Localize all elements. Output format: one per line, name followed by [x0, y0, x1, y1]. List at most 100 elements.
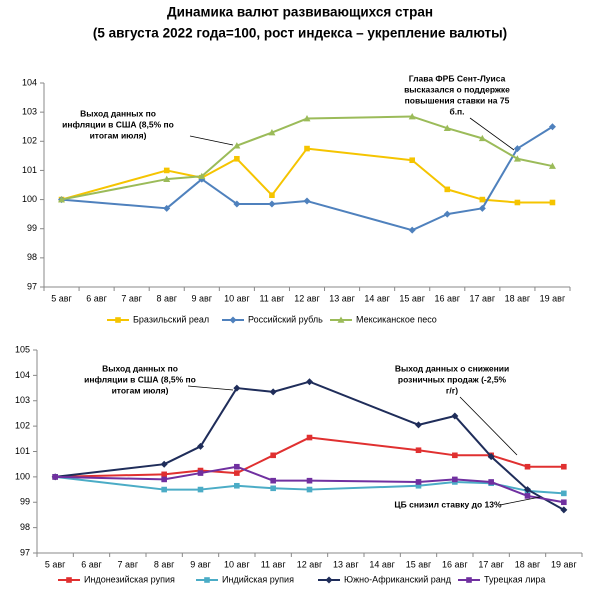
line-segment — [306, 115, 413, 120]
point — [487, 453, 495, 461]
legend-marker — [229, 316, 237, 324]
line-segment — [418, 478, 455, 483]
line-segment — [481, 137, 518, 160]
point — [478, 204, 486, 212]
annotation-leader — [459, 396, 518, 456]
x-tick-label: 13 авг — [329, 293, 355, 303]
point — [443, 124, 451, 131]
line-segment — [236, 387, 274, 393]
y-tick-label: 100 — [15, 471, 30, 481]
line-segment — [446, 127, 483, 140]
line-segment — [516, 125, 553, 150]
y-tick-label: 101 — [15, 446, 30, 456]
point — [561, 463, 567, 470]
line-segment — [236, 465, 274, 482]
annotation: Выход данных о снижении — [395, 363, 509, 373]
point — [560, 506, 568, 514]
x-tick-label: 9 авг — [192, 293, 213, 303]
line-segment — [454, 478, 492, 483]
point — [479, 196, 486, 203]
point — [444, 186, 451, 193]
y-tick-label: 105 — [15, 344, 30, 354]
point — [198, 172, 206, 180]
point — [524, 486, 531, 494]
x-tick-label: 16 авг — [434, 293, 460, 303]
point — [443, 210, 451, 218]
legend-marker — [325, 576, 333, 584]
legend-marker — [204, 577, 210, 583]
point — [304, 145, 310, 152]
y-tick-label: 101 — [22, 165, 37, 175]
point — [270, 477, 276, 484]
legend-label: Южно-Африканский ранд — [344, 574, 452, 584]
point — [488, 479, 494, 485]
line-segment — [163, 472, 201, 481]
y-tick-label: 97 — [20, 547, 30, 557]
line-segment — [309, 479, 419, 483]
line-segment — [55, 475, 165, 491]
y-tick-label: 104 — [15, 370, 30, 380]
line-segment — [411, 115, 448, 130]
point — [270, 485, 276, 492]
legend-marker — [115, 317, 121, 323]
y-tick-label: 98 — [20, 522, 30, 532]
point — [513, 145, 521, 153]
point — [303, 197, 311, 205]
point — [163, 204, 171, 212]
line-segment — [61, 198, 167, 210]
annotation: розничных продаж (-2,5% — [398, 374, 507, 384]
y-tick-label: 104 — [22, 77, 37, 87]
annotation: Глава ФРБ Сент-Луиса — [409, 73, 506, 83]
line-segment — [306, 200, 413, 232]
chart-title: Динамика валют развивающихся стран — [167, 5, 433, 20]
annotation: б.п. — [449, 106, 464, 116]
x-tick-label: 19 авг — [551, 559, 577, 569]
x-tick-label: 12 авг — [294, 293, 320, 303]
point — [415, 479, 422, 485]
point — [513, 155, 521, 162]
line-segment — [490, 454, 528, 468]
x-tick-label: 18 авг — [515, 559, 541, 569]
point — [233, 384, 241, 392]
point — [161, 476, 167, 483]
point — [452, 476, 458, 483]
point — [161, 486, 167, 493]
point — [160, 460, 168, 468]
annotation-leader — [189, 135, 234, 146]
point — [52, 474, 58, 480]
line-segment — [309, 484, 419, 491]
point — [415, 482, 422, 489]
x-tick-label: 14 авг — [369, 559, 395, 569]
annotation: инфляции в США (8,5% по — [84, 374, 196, 384]
annotation: ЦБ снизил ставку до 13% — [394, 499, 502, 509]
y-tick-label: 98 — [27, 252, 37, 262]
x-tick-label: 9 авг — [190, 559, 211, 569]
point — [268, 200, 276, 208]
line-segment — [454, 415, 492, 458]
line-segment — [306, 147, 413, 162]
line-segment — [527, 494, 565, 504]
legend-label: Мексиканское песо — [356, 314, 437, 324]
line-segment — [446, 188, 483, 201]
y-tick-label: 103 — [15, 395, 30, 405]
point — [234, 470, 240, 476]
x-tick-label: 8 авг — [154, 559, 175, 569]
x-tick-label: 16 авг — [442, 559, 468, 569]
annotation-leader — [187, 385, 234, 391]
point — [409, 157, 415, 164]
line-segment — [272, 380, 310, 393]
point — [306, 486, 313, 493]
point — [548, 123, 556, 131]
annotation: повышения ставки на 75 — [405, 95, 510, 105]
line-segment — [271, 147, 308, 196]
x-tick-label: 11 авг — [259, 293, 285, 303]
point — [408, 113, 416, 120]
line-segment — [61, 178, 167, 201]
line-segment — [199, 387, 238, 447]
line-segment — [418, 449, 455, 457]
point — [269, 388, 277, 396]
legend-label: Бразильский реал — [133, 314, 209, 324]
point — [415, 421, 422, 429]
y-tick-label: 102 — [22, 136, 37, 146]
x-tick-label: 17 авг — [470, 293, 496, 303]
